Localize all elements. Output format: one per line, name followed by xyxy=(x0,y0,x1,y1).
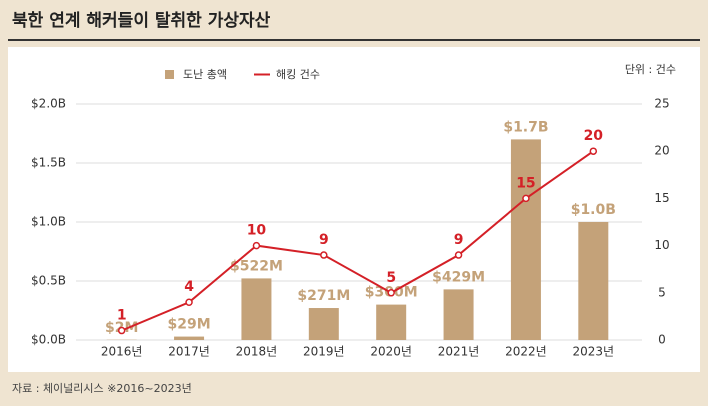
bar-label: $271M xyxy=(297,288,350,304)
y-tick-label: $0.0B xyxy=(31,333,66,347)
bar-label: $29M xyxy=(167,317,210,333)
line-point xyxy=(252,241,261,250)
point-label: 9 xyxy=(319,232,329,248)
x-tick-label: 2022년 xyxy=(505,345,547,359)
line-point xyxy=(320,251,328,259)
bar xyxy=(308,308,339,340)
bar-label: $429M xyxy=(432,269,485,285)
x-tick-label: 2020년 xyxy=(370,345,412,359)
bar-label: $1.7B xyxy=(503,119,548,135)
y-tick-label: $0.5B xyxy=(31,274,66,288)
x-tick-label: 2018년 xyxy=(236,345,278,359)
bar xyxy=(376,304,407,340)
legend-label: 도난 총액 xyxy=(183,68,227,81)
legend-swatch xyxy=(165,70,174,79)
line xyxy=(121,150,594,332)
x-tick-label: 2016년 xyxy=(101,345,143,359)
line-point xyxy=(387,289,395,297)
y-tick-label: $1.0B xyxy=(31,215,66,229)
point-label: 15 xyxy=(516,175,535,191)
bar xyxy=(443,289,474,340)
bar xyxy=(174,336,205,340)
y2-tick-label: 10 xyxy=(654,238,669,252)
line-point xyxy=(185,298,193,306)
y-tick-label: $2.0B xyxy=(31,97,66,111)
point-label: 20 xyxy=(584,128,604,144)
bar xyxy=(510,139,541,340)
point-label: 10 xyxy=(247,223,267,239)
line-point xyxy=(117,326,126,335)
x-tick-label: 2019년 xyxy=(303,345,345,359)
bar-label: $522M xyxy=(230,258,283,274)
y2-tick-label: 15 xyxy=(654,191,669,205)
x-tick-label: 2021년 xyxy=(438,345,480,359)
point-label: 5 xyxy=(386,270,396,286)
chart-title: 북한 연계 해커들이 탈취한 가상자산 xyxy=(12,10,271,31)
y2-tick-label: 0 xyxy=(658,333,666,347)
source: 자료 : 체이널리시스 ※2016~2023년 xyxy=(12,382,192,395)
bar-label: $1.0B xyxy=(571,202,616,218)
line-point xyxy=(522,194,530,203)
legend-label: 해킹 건수 xyxy=(276,67,320,81)
point-label: 4 xyxy=(184,279,194,295)
line-point xyxy=(454,251,463,259)
point-label: 1 xyxy=(117,308,127,324)
unit-label: 단위 : 건수 xyxy=(625,63,676,76)
line-point xyxy=(589,147,598,155)
x-tick-label: 2017년 xyxy=(168,345,210,359)
bar xyxy=(578,222,609,340)
y2-tick-label: 25 xyxy=(654,97,669,111)
bar xyxy=(241,278,272,340)
x-tick-label: 2023년 xyxy=(573,345,615,359)
y2-tick-label: 5 xyxy=(658,285,666,299)
y2-tick-label: 20 xyxy=(654,144,669,158)
point-label: 9 xyxy=(454,232,464,248)
y-tick-label: $1.5B xyxy=(31,156,66,170)
